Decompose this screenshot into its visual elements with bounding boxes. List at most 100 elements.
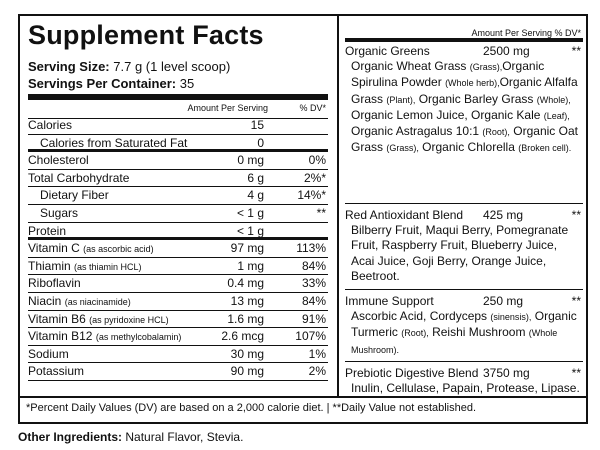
other-ingredients-value: Natural Flavor, Stevia.: [122, 430, 244, 444]
nutrient-label: Calories: [28, 118, 73, 132]
nutrient-label: Vitamin B12: [28, 329, 93, 344]
nutrient-dv: 0%: [308, 153, 326, 168]
nutrient-name: Vitamin C (as ascorbic acid): [28, 241, 154, 255]
nutrient-source-note: (as methylcobalamin): [95, 332, 182, 343]
nutrient-name: Potassium: [28, 364, 84, 378]
nutrient-row: Vitamin B12 (as methylcobalamin) 2.6 mcg 1…: [28, 328, 328, 346]
blend-dv: **: [571, 44, 581, 58]
ingredient-text: Inulin, Cellulase, Papain, Protease, Lip…: [351, 381, 580, 395]
nutrient-label: Potassium: [28, 364, 85, 379]
nutrient-label: Niacin: [28, 293, 62, 308]
nutrient-name: Dietary Fiber: [28, 188, 109, 202]
nutrient-name: Total Carbohydrate: [28, 171, 129, 185]
blend-name: Immune Support: [345, 294, 434, 308]
blend-header: Organic Greens 2500 mg **: [345, 44, 583, 59]
servings-per-container-label: Servings Per Container:: [28, 76, 177, 91]
ingredient-text: Reishi Mushroom: [428, 325, 529, 340]
nutrient-amount: 6 g: [247, 170, 264, 185]
ingredient-part-note: (Plant),: [386, 94, 416, 105]
serving-size-label: Serving Size:: [28, 59, 110, 74]
blend-section: Red Antioxidant Blend 425 mg ** Bilberry Fr…: [345, 208, 583, 284]
blend-amount: 2500 mg: [483, 44, 530, 58]
nutrient-name: Thiamin (as thiamin HCL): [28, 259, 142, 273]
blend-divider: [345, 361, 583, 362]
nutrient-label: Riboflavin: [28, 276, 81, 291]
nutrient-name: Riboflavin: [28, 276, 81, 290]
nutrient-label: Sodium: [28, 346, 69, 361]
nutrient-dv: 33%: [301, 276, 326, 291]
nutrient-name: Cholesterol: [28, 153, 89, 167]
ingredient-text: Organic Oat Grass: [351, 124, 578, 155]
blend-ingredients: Inulin, Cellulase, Papain, Protease, Lip…: [345, 381, 583, 396]
nutrient-dv: 91%: [301, 311, 326, 326]
ingredient-text: Ascorbic Acid, Cordyceps: [351, 309, 491, 323]
nutrient-row: Total Carbohydrate 6 g 2%*: [28, 170, 328, 188]
nutrient-source-note: (as niacinamide): [64, 296, 131, 307]
blend-ingredients: Ascorbic Acid, Cordyceps (sinensis), Org…: [345, 309, 583, 358]
nutrient-amount: < 1 g: [236, 223, 264, 238]
nutrient-dv: **: [316, 205, 326, 220]
nutrient-label: Dietary Fiber: [40, 188, 109, 203]
nutrient-amount: 1.6 mg: [227, 311, 264, 326]
nutrient-amount: 0.4 mg: [227, 276, 264, 291]
nutrient-amount: 4 g: [247, 188, 264, 203]
footnote: *Percent Daily Values (DV) are based on …: [26, 402, 477, 414]
ingredient-text: Organic Turmeric: [351, 309, 577, 340]
nutrient-label: Vitamin B6: [28, 311, 86, 326]
nutrient-row: Calories from Saturated Fat 0: [28, 135, 328, 153]
blend-dv: **: [571, 366, 581, 380]
blend-header: Red Antioxidant Blend 425 mg **: [345, 208, 583, 223]
blend-divider: [345, 203, 583, 204]
blend-amount: 425 mg: [483, 208, 524, 222]
nutrient-table: Calories 15 Calories from Saturated Fat 0 Ch…: [28, 117, 328, 381]
blend-ingredients: Bilberry Fruit, Maqui Berry, Pomegranate…: [345, 223, 583, 284]
nutrient-row: Calories 15: [28, 117, 328, 135]
ingredient-text: Organic Spirulina Powder: [351, 59, 545, 90]
nutrient-amount: 97 mg: [230, 241, 264, 256]
ingredient-text: Organic Astragalus 10:1: [351, 124, 483, 139]
blend-divider: [345, 289, 583, 290]
nutrient-name: Vitamin B6 (as pyridoxine HCL): [28, 312, 169, 326]
nutrient-amount: 2.6 mcg: [221, 329, 264, 344]
nutrient-dv: 84%: [301, 293, 326, 308]
nutrient-dv: 113%: [296, 241, 326, 256]
nutrient-name: Protein: [28, 224, 66, 238]
label-title: Supplement Facts: [28, 20, 264, 50]
blend-header: Immune Support 250 mg **: [345, 294, 583, 309]
blend-name: Organic Greens: [345, 44, 430, 58]
nutrient-row: Sugars < 1 g **: [28, 205, 328, 223]
nutrient-row: Protein < 1 g: [28, 223, 328, 241]
nutrient-label: Total Carbohydrate: [28, 170, 130, 185]
nutrient-label: Cholesterol: [28, 153, 89, 168]
nutrient-dv: 107%: [295, 329, 326, 344]
ingredient-part-note: (Whole),: [536, 94, 571, 105]
amount-per-serving-header: Amount Per Serving: [187, 103, 268, 113]
column-divider: [337, 16, 339, 396]
supplement-facts-label: Supplement Facts Serving Size: 7.7 g (1 …: [18, 14, 588, 424]
footnote-rule: [20, 396, 586, 398]
ingredient-text: Bilberry Fruit, Maqui Berry, Pomegranate…: [351, 223, 569, 283]
nutrient-label: Vitamin C: [28, 241, 80, 256]
ingredient-text: Organic Alfalfa Grass: [351, 75, 578, 106]
blend-section: Organic Greens 2500 mg ** Organic Wheat Gra…: [345, 44, 583, 157]
ingredient-part-note: (Root),: [482, 127, 510, 138]
ingredient-part-note: (Whole herb),: [445, 78, 500, 89]
nutrient-dv: 84%: [301, 258, 326, 273]
nutrient-label: Calories from Saturated Fat: [40, 135, 188, 150]
nutrient-dv: 14%*: [297, 188, 326, 203]
ingredient-part-note: (sinensis),: [490, 312, 532, 322]
nutrient-name: Calories from Saturated Fat: [28, 136, 187, 150]
ingredient-text: Organic Lemon Juice, Organic Kale: [351, 107, 544, 122]
other-ingredients-label: Other Ingredients:: [18, 430, 123, 444]
nutrient-amount: 13 mg: [230, 293, 264, 308]
blend-name: Prebiotic Digestive Blend: [345, 366, 479, 380]
nutrient-row: Cholesterol 0 mg 0%: [28, 152, 328, 170]
ingredient-part-note: (Whole Mushroom).: [351, 328, 558, 355]
nutrient-amount: 1 mg: [237, 258, 264, 273]
nutrient-label: Protein: [28, 223, 67, 238]
nutrient-label: Sugars: [40, 205, 79, 220]
nutrient-source-note: (as pyridoxine HCL): [89, 314, 169, 325]
nutrient-amount: 30 mg: [230, 346, 264, 361]
nutrient-label: Thiamin: [28, 258, 71, 273]
nutrient-name: Sodium: [28, 347, 69, 361]
